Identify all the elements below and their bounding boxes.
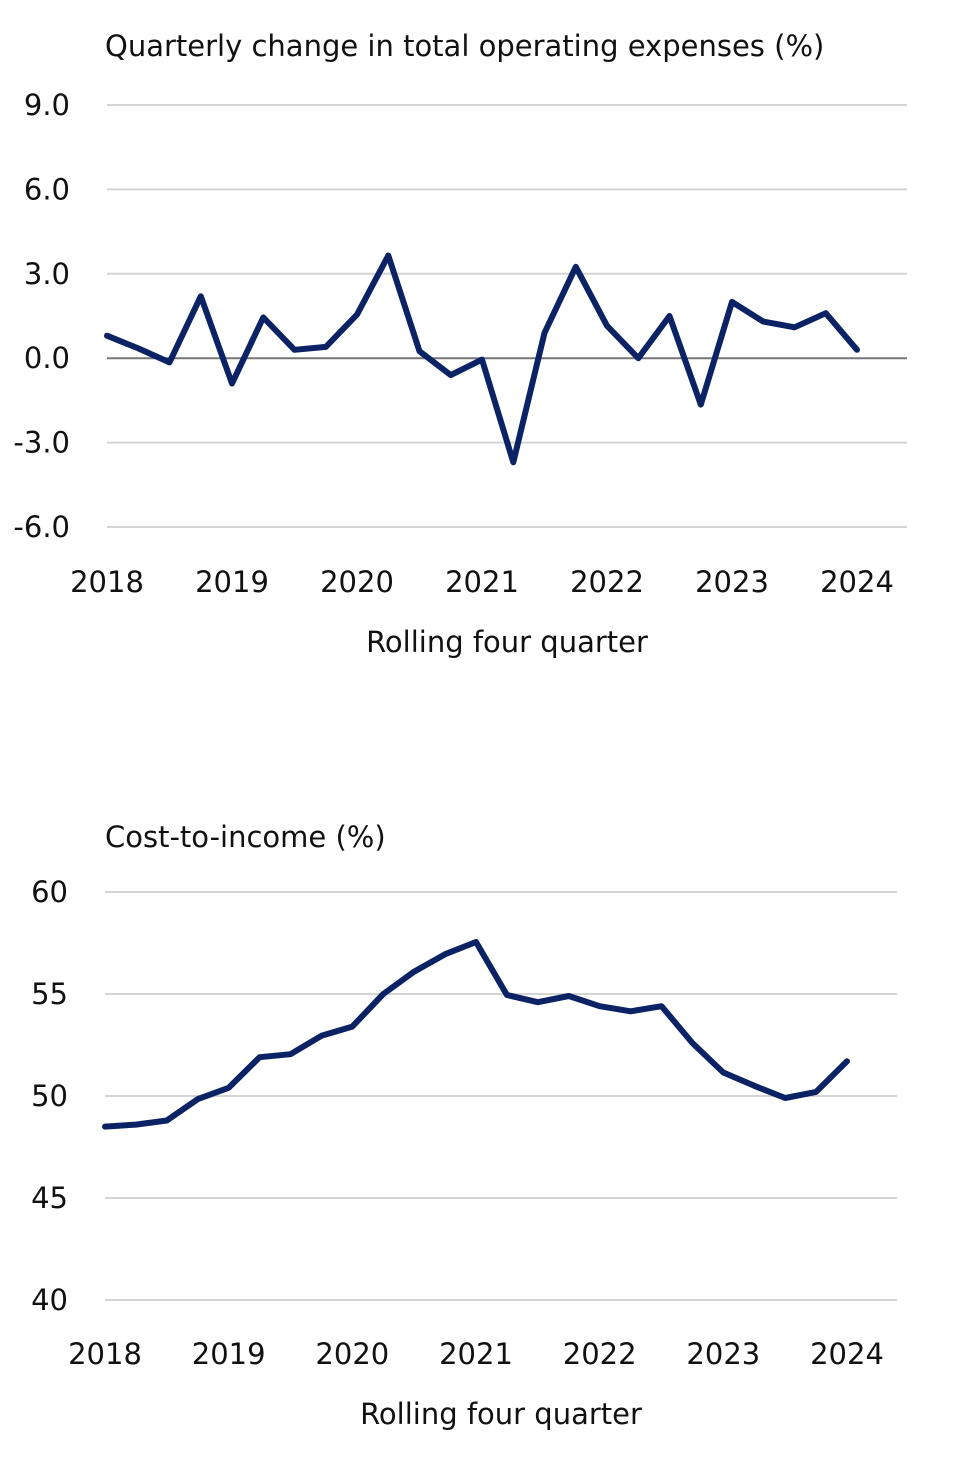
y-tick-label: 6.0 — [24, 172, 70, 206]
x-tick-label: 2023 — [695, 565, 769, 599]
y-tick-label: 45 — [31, 1181, 68, 1215]
y-tick-label: 55 — [31, 977, 68, 1011]
x-tick-label: 2024 — [810, 1337, 884, 1371]
x-tick-label: 2023 — [686, 1337, 760, 1371]
y-tick-label: -6.0 — [13, 510, 70, 544]
x-tick-label: 2020 — [315, 1337, 389, 1371]
chart-cost-to-income: Cost-to-income (%) Rolling four quarter … — [31, 820, 897, 1431]
x-tick-label: 2021 — [439, 1337, 513, 1371]
x-tick-label: 2018 — [70, 565, 144, 599]
x-tick-label: 2019 — [192, 1337, 266, 1371]
chart-title: Cost-to-income (%) — [105, 820, 386, 854]
y-tick-label: -3.0 — [13, 426, 70, 460]
y-tick-label: 3.0 — [24, 257, 70, 291]
x-axis-label: Rolling four quarter — [366, 625, 648, 659]
y-tick-label: 40 — [31, 1283, 68, 1317]
x-tick-label: 2021 — [445, 565, 519, 599]
y-tick-label: 50 — [31, 1079, 68, 1113]
series-line — [102, 939, 850, 1130]
y-tick-label: 9.0 — [24, 88, 70, 122]
x-tick-label: 2022 — [563, 1337, 637, 1371]
x-tick-label: 2019 — [195, 565, 269, 599]
x-tick-label: 2022 — [570, 565, 644, 599]
x-axis-label: Rolling four quarter — [360, 1397, 642, 1431]
y-tick-label: 60 — [31, 875, 68, 909]
chart-title: Quarterly change in total operating expe… — [105, 29, 824, 63]
x-tick-label: 2018 — [68, 1337, 142, 1371]
x-tick-label: 2024 — [820, 565, 894, 599]
x-tick-label: 2020 — [320, 565, 394, 599]
chart-opex-change: Quarterly change in total operating expe… — [13, 29, 907, 659]
y-tick-label: 0.0 — [24, 341, 70, 375]
